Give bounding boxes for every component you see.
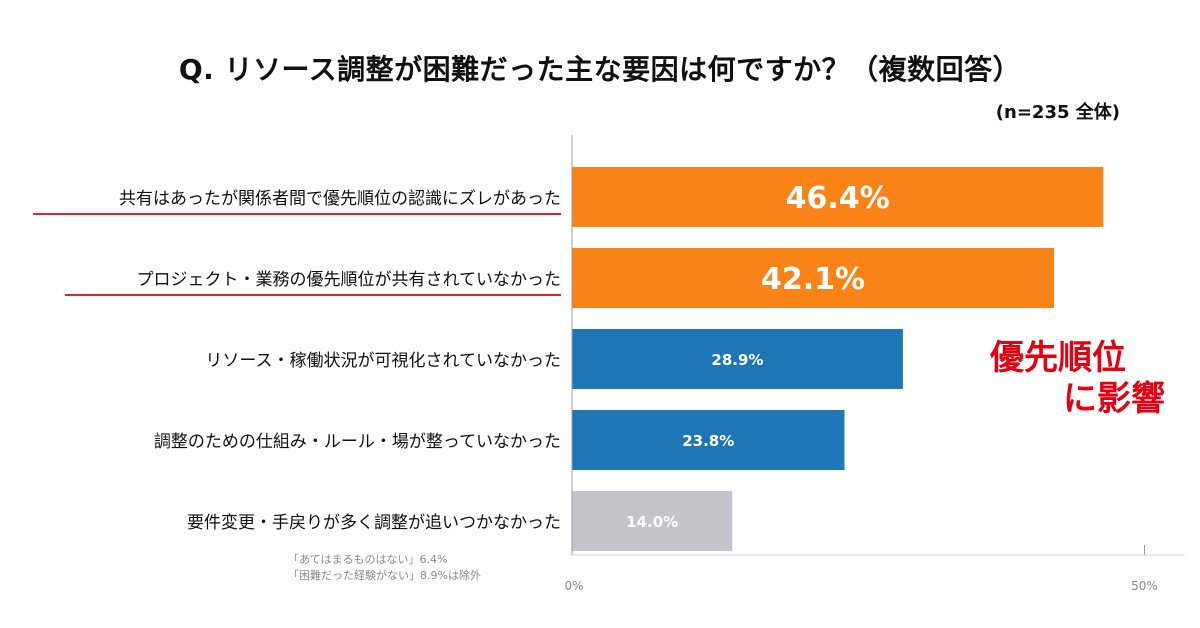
chart-title: Q. リソース調整が困難だった主な要因は何ですか？（複数回答） <box>178 53 1022 86</box>
bar-4 <box>572 410 845 470</box>
bar-value-label-1: 46.4% <box>786 181 890 216</box>
bar-value-label-3: 28.9% <box>711 351 763 369</box>
bar-5 <box>572 491 733 551</box>
category-label-2: プロジェクト・業務の優先順位が共有されていなかった <box>137 270 562 290</box>
bar-1 <box>572 167 1104 227</box>
bar-2 <box>572 248 1055 308</box>
category-label-5: 要件変更・手戻りが多く調整が追いつかなかった <box>187 513 561 533</box>
x-tick-label-0: 0% <box>564 579 583 593</box>
bar-value-label-5: 14.0% <box>626 513 678 531</box>
exclusion-note-1: 「あてはまるものはない」6.4% <box>288 553 448 566</box>
bar-3 <box>572 329 903 389</box>
exclusion-note-2: 「困難だった経験がない」8.9%は除外 <box>288 569 481 582</box>
x-tick-label-50: 50% <box>1131 579 1158 593</box>
category-label-1: 共有はあったが関係者間で優先順位の認識にズレがあった <box>119 189 561 209</box>
callout-line-1: 優先順位 <box>990 338 1126 378</box>
category-label-3: リソース・稼働状況が可視化されていなかった <box>205 351 561 371</box>
sample-size-label: (n=235 全体) <box>995 102 1120 123</box>
bar-value-label-2: 42.1% <box>761 262 865 297</box>
callout-line-2: に影響 <box>1063 379 1165 419</box>
bar-value-label-4: 23.8% <box>682 432 734 450</box>
category-label-4: 調整のための仕組み・ルール・場が整っていなかった <box>154 432 561 452</box>
